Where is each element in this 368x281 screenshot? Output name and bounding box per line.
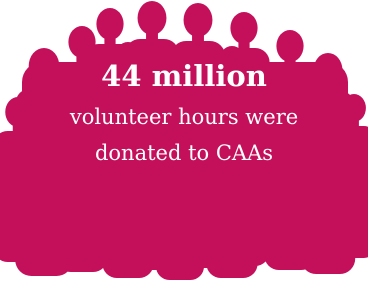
body-line: volunteer hours were (69, 105, 298, 129)
body-line: donated to CAAs (95, 141, 273, 165)
headline: 44 million (101, 59, 267, 93)
page: 44 million volunteer hours were donated … (0, 0, 368, 281)
infographic: 44 million volunteer hours were donated … (0, 0, 368, 281)
silhouette-part (349, 116, 359, 127)
